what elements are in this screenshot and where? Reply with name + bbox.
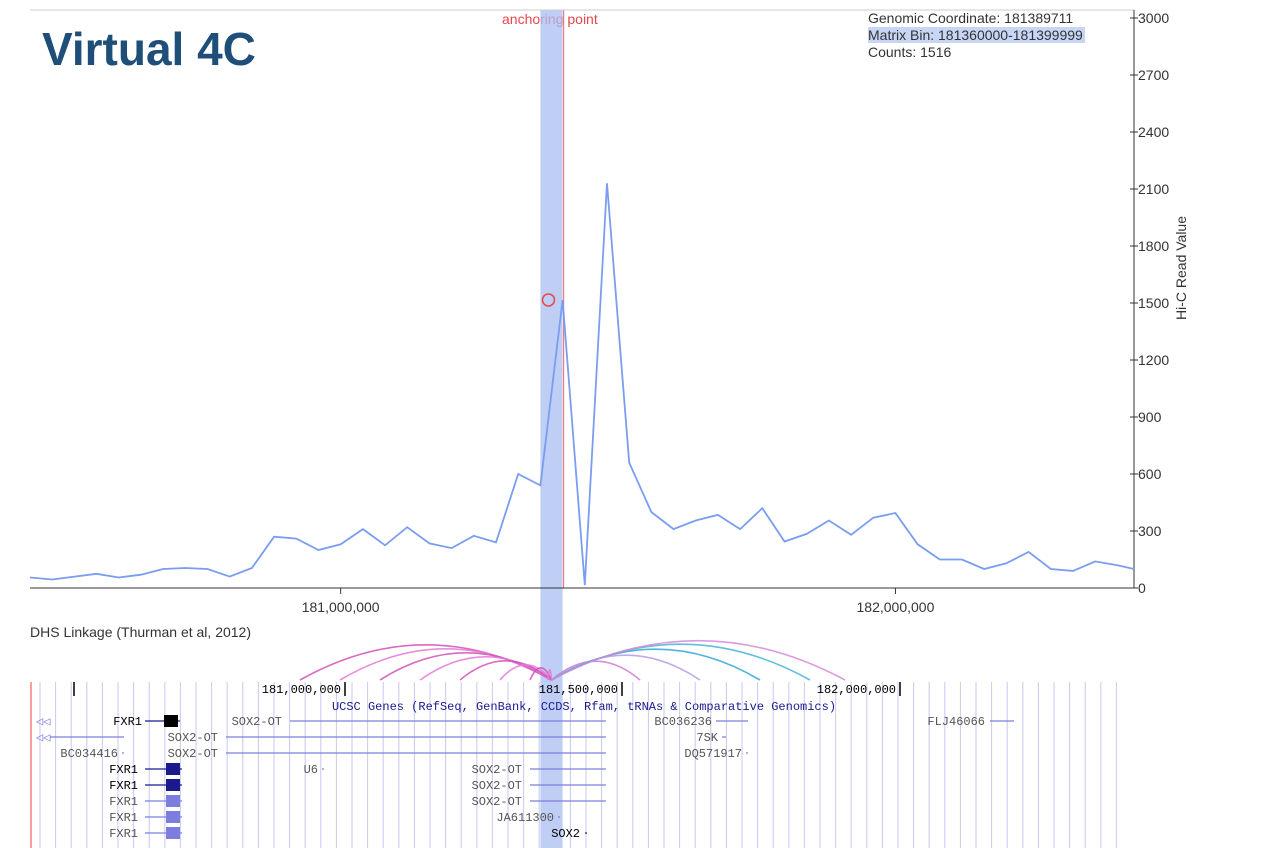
anchor-bin-band xyxy=(540,10,563,848)
y-axis-title: Hi-C Read Value xyxy=(1173,216,1189,320)
dhs-linkage-arc xyxy=(499,664,553,681)
gene-label: JA611300 xyxy=(496,811,554,825)
page-title: Virtual 4C xyxy=(42,23,256,75)
ruler-label: 181,500,000 xyxy=(539,683,618,697)
ucsc-genes-track-title: UCSC Genes (RefSeq, GenBank, CCDS, Rfam,… xyxy=(332,700,836,714)
gene-label: DQ571917 xyxy=(684,747,742,761)
dhs-linkage-title: DHS Linkage (Thurman et al, 2012) xyxy=(30,624,251,640)
y-tick-label: 1800 xyxy=(1138,238,1169,254)
gene-label: SOX2-OT xyxy=(472,795,522,809)
gene-label: BC034416 xyxy=(60,747,118,761)
counts-readout: Counts: 1516 xyxy=(868,44,952,60)
y-tick-label: 600 xyxy=(1138,466,1162,482)
y-tick-label: 2400 xyxy=(1138,124,1169,140)
left-arrow-icon: ◁◁ xyxy=(35,715,50,729)
y-tick-label: 0 xyxy=(1138,580,1146,596)
hic-read-line xyxy=(29,183,1135,586)
gene-label: SOX2 xyxy=(551,827,580,841)
gene-label: SOX2-OT xyxy=(472,779,522,793)
left-arrow-icon: ◁◁ xyxy=(35,731,50,745)
y-tick-label: 2100 xyxy=(1138,181,1169,197)
gene-label: SOX2-OT xyxy=(168,731,218,745)
gene-label: FXR1 xyxy=(109,795,138,809)
gene-label: 7SK xyxy=(696,731,718,745)
x-tick-label: 182,000,000 xyxy=(857,599,935,615)
hover-readout: Genomic Coordinate: 181389711 Matrix Bin… xyxy=(868,10,1085,61)
dhs-linkage-arc xyxy=(550,660,641,681)
gene-label: FXR1 xyxy=(109,763,138,777)
gene-label: U6 xyxy=(304,763,318,777)
gene-label: SOX2-OT xyxy=(472,763,522,777)
hover-marker[interactable] xyxy=(541,293,556,307)
gene-label: FLJ46066 xyxy=(927,715,985,729)
gene-exon-block[interactable] xyxy=(166,763,180,775)
y-tick-label: 2700 xyxy=(1138,67,1169,83)
gene-label: FXR1 xyxy=(113,715,142,729)
dhs-linkage-arc xyxy=(459,660,553,681)
gene-label: SOX2-OT xyxy=(168,747,218,761)
gene-label: FXR1 xyxy=(109,779,138,793)
gene-label: FXR1 xyxy=(109,827,138,841)
gene-exon-block[interactable] xyxy=(166,827,180,839)
y-tick-label: 900 xyxy=(1138,409,1162,425)
matrix-bin-text: Matrix Bin: 181360000-181399999 xyxy=(868,27,1085,43)
x-tick-label: 181,000,000 xyxy=(302,599,380,615)
dhs-linkage-arc xyxy=(547,668,553,681)
genomic-coordinate-readout: Genomic Coordinate: 181389711 xyxy=(868,10,1074,26)
gene-label: SOX2-OT xyxy=(232,715,282,729)
gene-exon-block[interactable] xyxy=(166,779,180,791)
gene-exon-block[interactable] xyxy=(166,811,180,823)
dhs-linkage-arc xyxy=(529,667,553,681)
y-tick-label: 300 xyxy=(1138,523,1162,539)
y-tick-label: 3000 xyxy=(1138,10,1169,26)
gene-exon-block[interactable] xyxy=(166,795,180,807)
gene-label: FXR1 xyxy=(109,811,138,825)
dhs-linkage-arc xyxy=(551,639,846,681)
gene-label: BC036236 xyxy=(654,715,712,729)
ruler-label: 182,000,000 xyxy=(817,683,896,697)
matrix-bin-readout: Matrix Bin: 181360000-181399999 xyxy=(868,27,1085,44)
y-tick-label: 1200 xyxy=(1138,352,1169,368)
ruler-label: 181,000,000 xyxy=(262,683,341,697)
gene-exon-block[interactable] xyxy=(164,715,178,727)
y-tick-label: 1500 xyxy=(1138,295,1169,311)
